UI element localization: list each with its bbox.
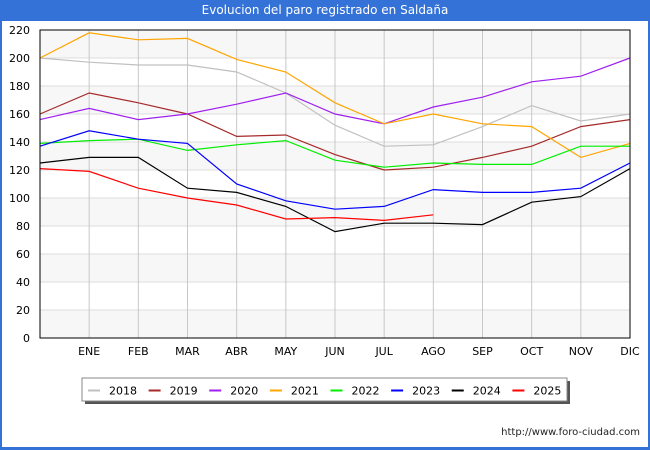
series-line-2021 (39, 32, 631, 159)
legend-label-2021: 2021 (291, 385, 319, 398)
legend: 2018 2019 2020 2021 2022 2023 2024 2025 (81, 377, 570, 404)
x-tick-label: AGO (421, 345, 446, 358)
y-tick-label: 200 (9, 52, 30, 65)
y-tick-label: 100 (9, 192, 30, 205)
y-tick-label: 60 (16, 248, 30, 261)
legend-label-2023: 2023 (412, 385, 440, 398)
x-tick-label: ENE (78, 345, 100, 358)
x-tick-label: MAR (175, 345, 200, 358)
y-tick-label: 20 (16, 304, 30, 317)
y-tick-label: 0 (23, 332, 30, 345)
legend-label-2018: 2018 (109, 385, 137, 398)
y-tick-label: 120 (9, 164, 30, 177)
series-line-2020 (39, 57, 631, 125)
legend-label-2020: 2020 (230, 385, 258, 398)
y-tick-label: 180 (9, 80, 30, 93)
series-line-2019 (39, 92, 631, 171)
legend-label-2024: 2024 (473, 385, 501, 398)
plot-area-border (39, 29, 631, 339)
legend-label-2022: 2022 (352, 385, 380, 398)
x-tick-label: ABR (225, 345, 248, 358)
series-line-2025 (39, 168, 434, 222)
y-tick-label: 80 (16, 220, 30, 233)
x-tick-label: DIC (620, 345, 640, 358)
gridlines (40, 29, 631, 339)
series-lines (39, 32, 631, 233)
y-tick-label: 220 (9, 24, 30, 37)
x-tick-label: FEB (128, 345, 149, 358)
y-tick-label: 160 (9, 108, 30, 121)
y-tick-label: 40 (16, 276, 30, 289)
x-tick-label: MAY (274, 345, 297, 358)
legend-label-2025: 2025 (533, 385, 561, 398)
chart-title: Evolucion del paro registrado en Saldaña (0, 0, 650, 21)
x-tick-label: NOV (569, 345, 594, 358)
x-tick-label: JUN (324, 345, 345, 358)
series-line-2024 (39, 156, 631, 233)
series-line-2018 (39, 57, 631, 147)
x-tick-label: JUL (374, 345, 393, 358)
x-tick-label: OCT (520, 345, 543, 358)
series-line-2023 (39, 130, 631, 210)
x-tick-label: SEP (472, 345, 493, 358)
y-axis-ticks: 0 20 40 60 80 100 120 140 160 180 200 220 (9, 24, 30, 345)
legend-box (81, 377, 568, 402)
source-url[interactable]: http://www.foro-ciudad.com (501, 427, 640, 438)
y-tick-label: 140 (9, 136, 30, 149)
x-axis-ticks: ENE FEB MAR ABR MAY JUN JUL AGO SEP OCT NOV DIC (78, 345, 640, 358)
legend-label-2019: 2019 (170, 385, 198, 398)
